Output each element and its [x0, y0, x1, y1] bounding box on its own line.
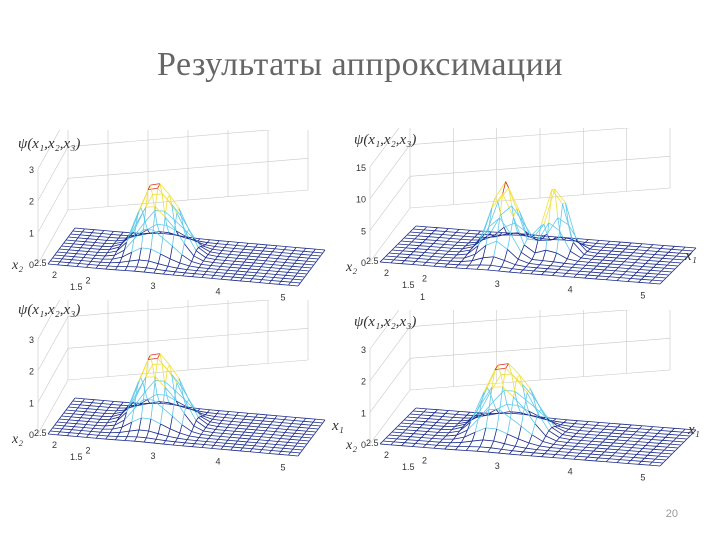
x1-axis-label: x₁: [685, 248, 697, 264]
y-tick-label: 1.5: [402, 462, 415, 472]
z-tick-label: 10: [356, 195, 366, 205]
x-tick-label: 4: [568, 285, 573, 295]
z-tick-label: 0: [29, 430, 34, 440]
surface-plot-top-right: 15 10 5 0 2 3 4 5 2.5 2 1.5 1 ψ(x₁,x₂,x₃) x₁ x₂: [340, 128, 710, 318]
y-tick-label: 1.5: [70, 282, 83, 292]
y-tick-label: 2.5: [34, 428, 47, 438]
x-tick-label: 5: [281, 292, 286, 302]
x1-axis-label: x₁: [688, 422, 700, 438]
x-tick-label: 4: [216, 287, 221, 297]
x2-axis-label: x₂: [12, 432, 24, 447]
x-tick-label: 3: [495, 461, 500, 471]
x2-axis-label: x₂: [346, 260, 358, 275]
z-tick-label: 0: [29, 260, 34, 270]
z-tick-label: 1: [29, 228, 34, 238]
z-tick-label: 5: [361, 226, 366, 236]
surface-mesh: 3 2 1 0 2 3 4 5 2.5 2 1.5: [361, 310, 697, 482]
y-tick-label: 2: [52, 270, 57, 280]
z-tick-label: 0: [361, 258, 366, 268]
x-tick-label: 5: [640, 290, 645, 300]
x-tick-label: 4: [216, 457, 221, 467]
x1-axis-label: x₁: [332, 418, 344, 434]
z-tick-label: 1: [361, 408, 366, 418]
x-tick-label: 2: [422, 273, 427, 283]
plot-label: ψ(x₁,x₂,x₃): [354, 132, 417, 148]
x2-axis-label: x₂: [12, 258, 24, 273]
y-tick-label: 2: [52, 440, 57, 450]
z-tick-label: 15: [356, 163, 366, 173]
surface-plot-bottom-right: 3 2 1 0 2 3 4 5 2.5 2 1.5 ψ(x₁,x₂,x₃) x₁ x₂: [340, 310, 710, 500]
x-tick-label: 3: [495, 279, 500, 289]
surface-plot-bottom-left: 3 2 1 0 2 3 4 5 2.5 2 1.5 ψ(x₁,x₂,x₃) x₁ x₂: [10, 300, 344, 490]
y-tick-label: 1.5: [402, 280, 415, 290]
x-tick-label: 2: [86, 445, 91, 455]
y-tick-label: 1.5: [70, 452, 83, 462]
z-tick-label: 1: [29, 398, 34, 408]
z-tick-label: 2: [361, 377, 366, 387]
y-tick-label: 2.5: [366, 438, 379, 448]
surface-mesh: 15 10 5 0 2 3 4 5 2.5 2 1.5 1: [356, 128, 697, 302]
x-tick-label: 3: [151, 451, 156, 461]
plot-label: ψ(x₁,x₂,x₃): [18, 136, 81, 152]
surface-plot-top-left: 3 2 1 0 2 3 4 5 2.5 2 1.5 ψ(x₁,x₂,x₃) x₂: [10, 130, 330, 320]
page-number: 20: [665, 508, 678, 520]
x-tick-label: 2: [86, 275, 91, 285]
z-tick-label: 3: [361, 345, 366, 355]
x-tick-label: 5: [281, 462, 286, 472]
x-tick-label: 4: [568, 467, 573, 477]
y-tick-label: 2: [384, 268, 389, 278]
z-tick-label: 2: [29, 367, 34, 377]
z-tick-label: 3: [29, 335, 34, 345]
slide-title: Результаты аппроксимации: [156, 46, 563, 83]
x2-axis-label: x₂: [346, 438, 358, 453]
y-tick-label: 1: [420, 292, 425, 302]
plot-label: ψ(x₁,x₂,x₃): [354, 314, 417, 330]
x-tick-label: 3: [151, 281, 156, 291]
x-tick-label: 2: [422, 455, 427, 465]
x-tick-label: 5: [640, 472, 645, 482]
y-tick-label: 2.5: [366, 256, 379, 266]
y-tick-label: 2: [384, 450, 389, 460]
z-tick-label: 2: [29, 197, 34, 207]
plot-label: ψ(x₁,x₂,x₃): [18, 302, 81, 318]
z-tick-label: 3: [29, 165, 34, 175]
y-tick-label: 2.5: [34, 258, 47, 268]
z-tick-label: 0: [361, 440, 366, 450]
